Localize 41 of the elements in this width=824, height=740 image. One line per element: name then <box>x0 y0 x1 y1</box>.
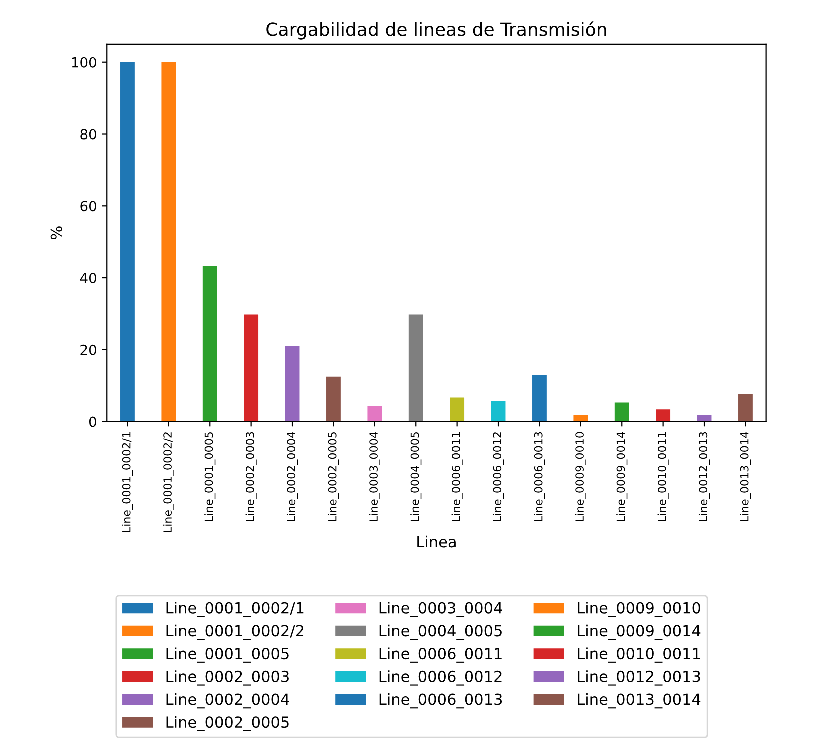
legend-label: Line_0001_0005 <box>166 648 289 663</box>
x-tick-label: Line_0006_0012 <box>492 432 504 522</box>
legend-label: Line_0003_0004 <box>380 602 502 618</box>
x-tick-label: Line_0009_0014 <box>616 432 628 522</box>
x-tick-label: Line_0003_0004 <box>369 432 380 522</box>
y-tick-label: 80 <box>80 129 96 140</box>
y-axis-title: % <box>50 226 62 240</box>
y-tick-label: 40 <box>80 272 96 284</box>
x-tick-label: Line_0002_0003 <box>246 432 257 522</box>
legend-label: Line_0001_0002/1 <box>166 602 304 618</box>
x-tick-label: Line_0009_0010 <box>575 432 586 522</box>
x-tick-label: Line_0001_0005 <box>204 432 216 522</box>
x-tick-label: Line_0004_0005 <box>410 432 422 522</box>
x-tick-label: Line_0001_0002/1 <box>122 432 134 532</box>
legend-label: Line_0002_0005 <box>166 716 289 732</box>
x-tick-label: Line_0013_0014 <box>740 432 752 522</box>
y-tick-label: 0 <box>89 416 96 428</box>
x-tick-label: Line_0010_0011 <box>658 432 669 522</box>
y-tick-label: 100 <box>72 57 96 68</box>
x-axis-title: Linea <box>418 536 456 548</box>
y-tick-label: 60 <box>80 201 96 212</box>
legend-label: Line_0006_0011 <box>380 648 502 663</box>
y-tick-label: 20 <box>80 344 96 356</box>
x-tick-label: Line_0002_0005 <box>328 432 340 522</box>
legend-label: Line_0002_0003 <box>166 670 289 686</box>
legend-label: Line_0004_0005 <box>380 624 502 640</box>
legend-label: Line_0012_0013 <box>578 670 700 686</box>
legend-label: Line_0006_0013 <box>380 693 502 709</box>
legend-label: Line_0009_0014 <box>578 624 701 640</box>
legend-label: Line_0002_0004 <box>166 693 290 709</box>
legend-label: Line_0009_0010 <box>578 602 700 618</box>
legend-label: Line_0013_0014 <box>578 693 701 709</box>
x-tick-label: Line_0001_0002/2 <box>163 432 174 532</box>
legend-label: Line_0010_0011 <box>578 648 700 663</box>
legend-label: Line_0001_0002/2 <box>166 624 304 640</box>
x-tick-label: Line_0002_0004 <box>286 432 298 522</box>
x-tick-label: Line_0006_0013 <box>534 432 546 522</box>
chart-title: Cargabilidad de lineas de Transmisión <box>266 22 606 40</box>
x-tick-label: Line_0006_0011 <box>452 432 463 522</box>
x-tick-label: Line_0012_0013 <box>698 432 710 522</box>
legend-label: Line_0006_0012 <box>380 670 502 686</box>
